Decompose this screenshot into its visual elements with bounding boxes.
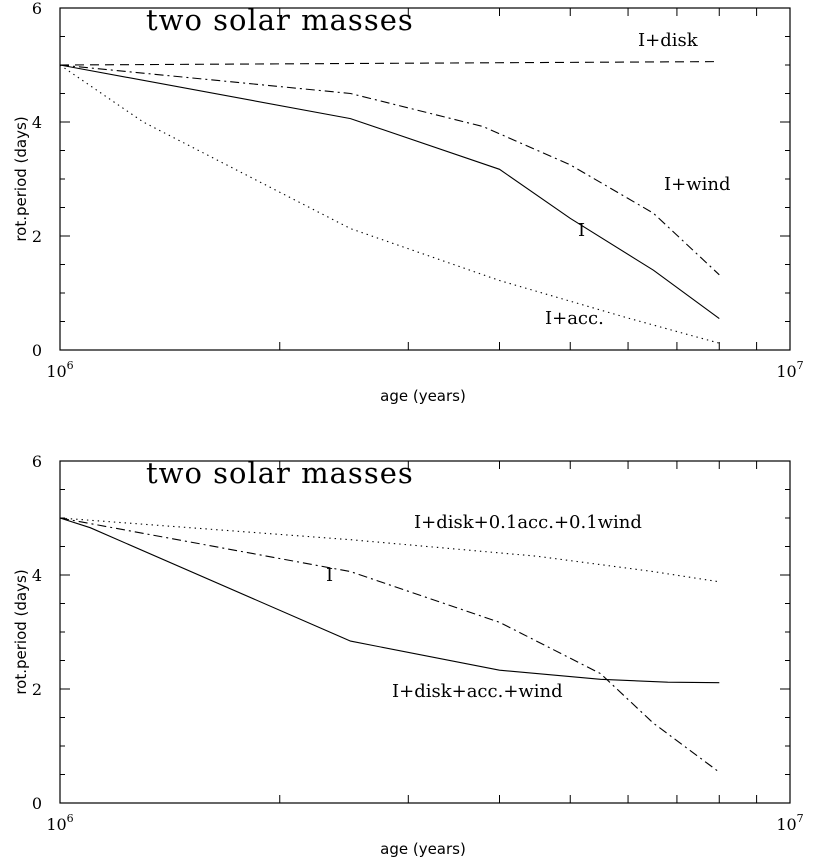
y-tick-label: 2 <box>32 680 42 699</box>
series-annotation: I <box>578 220 585 241</box>
y-tick-label: 6 <box>32 0 42 18</box>
series-line-i-disk <box>59 61 720 66</box>
x-tick-label: 106 <box>46 359 73 381</box>
series-annotation: I+acc. <box>545 308 604 329</box>
series-line-i-acc- <box>59 64 720 344</box>
y-tick-label: 0 <box>32 341 42 360</box>
chart-title: two solar masses <box>146 456 414 490</box>
chart-panel-2: 0 2 4 6 106 107 age (years) rot.period (days) tw… <box>12 452 804 858</box>
x-axis-label: age (years) <box>380 387 466 405</box>
series-annotation: I+wind <box>664 174 730 195</box>
series-line-i-wind <box>59 64 720 276</box>
y-axis-label: rot.period (days) <box>12 569 30 694</box>
y-tick-label: 0 <box>32 794 42 813</box>
series-line-i <box>59 517 720 773</box>
y-axis-label: rot.period (days) <box>12 116 30 241</box>
series-line-i <box>59 64 720 320</box>
series-line-i-disk-acc-wind <box>59 517 720 684</box>
chart-panel-1: 0 2 4 6 106 107 age (years) rot.period (days) tw… <box>12 0 804 405</box>
y-tick-label: 2 <box>32 227 42 246</box>
x-tick-label: 107 <box>776 812 803 834</box>
series-annotation: I <box>326 565 333 586</box>
y-tick-label: 6 <box>32 452 42 471</box>
series-annotation: I+disk+0.1acc.+0.1wind <box>414 512 642 533</box>
x-tick-label: 106 <box>46 812 73 834</box>
y-tick-label: 4 <box>32 113 42 132</box>
chart-title: two solar masses <box>146 3 414 37</box>
x-axis-label: age (years) <box>380 840 466 858</box>
y-tick-label: 4 <box>32 566 42 585</box>
x-tick-label: 107 <box>776 359 803 381</box>
series-annotation: I+disk+acc.+wind <box>392 681 563 702</box>
series-annotation: I+disk <box>638 30 699 51</box>
